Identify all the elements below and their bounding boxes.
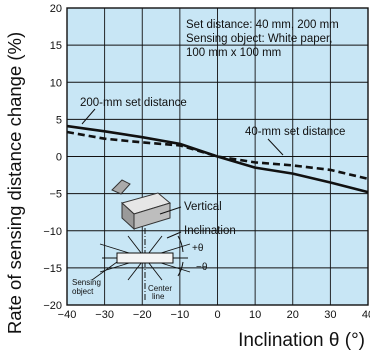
x-tick-label: 30 (324, 309, 336, 321)
series-line-1 (66, 130, 369, 181)
info-line-2: Sensing object: White paper, (186, 33, 332, 45)
label-plus-theta: +θ (192, 243, 204, 254)
series-line-0 (66, 124, 369, 194)
x-tick-label: −30 (95, 309, 114, 321)
sensor-icon (111, 179, 172, 231)
label-vertical: Vertical (184, 201, 222, 213)
angle-arc-plus (177, 235, 184, 253)
tick-labels: −40 −30 −20 −10 0 10 20 30 40 −20 −15 −10 −5 0 5 10 15 20 (43, 3, 370, 321)
x-tick-label: 10 (249, 309, 261, 321)
series-layer (66, 124, 369, 194)
sensor-illustration: Vertical Inclination +θ −θ Sensing objec… (72, 179, 236, 301)
y-tick-label: −20 (43, 300, 62, 312)
y-axis-label: Rate of sensing distance change (%) (4, 32, 25, 334)
x-tick-label: −40 (58, 309, 77, 321)
x-tick-label: −10 (171, 309, 190, 321)
series-label-200mm: 200-mm set distance (80, 97, 187, 109)
angle-arc-minus (177, 261, 184, 277)
y-tick-label: −5 (49, 189, 62, 201)
info-line-1: Set distance: 40 mm, 200 mm (186, 19, 339, 31)
y-tick-label: 20 (50, 3, 62, 15)
series-label-200mm-leader (81, 108, 96, 125)
label-inclination: Inclination (184, 225, 236, 237)
x-axis-label: Inclination θ (°) (238, 330, 365, 351)
info-line-3: 100 mm x 100 mm (186, 47, 281, 59)
x-tick-label: 20 (287, 309, 299, 321)
series-label-40mm: 40-mm set distance (245, 126, 345, 138)
y-tick-label: 5 (56, 114, 62, 126)
label-center-line-2: line (152, 292, 165, 301)
label-sensing-object-2: object (72, 287, 94, 296)
vertical-leader (159, 206, 182, 215)
x-tick-label: 40 (362, 309, 370, 321)
y-tick-label: 0 (56, 152, 62, 164)
y-tick-label: −10 (43, 226, 62, 238)
x-tick-label: −20 (133, 309, 152, 321)
inclination-leader (166, 231, 182, 239)
sensing-object-leader (91, 261, 118, 281)
label-sensing-object-1: Sensing (72, 278, 101, 287)
y-tick-label: −15 (43, 263, 62, 275)
y-tick-label: 10 (50, 77, 62, 89)
x-tick-label: 0 (214, 309, 220, 321)
label-minus-theta: −θ (196, 262, 208, 273)
sensing-object-plate (116, 252, 174, 264)
label-center-line-1: Center (148, 284, 172, 293)
plot-frame (66, 7, 369, 306)
y-tick-label: 15 (50, 40, 62, 52)
series-label-40mm-leader (267, 138, 284, 156)
